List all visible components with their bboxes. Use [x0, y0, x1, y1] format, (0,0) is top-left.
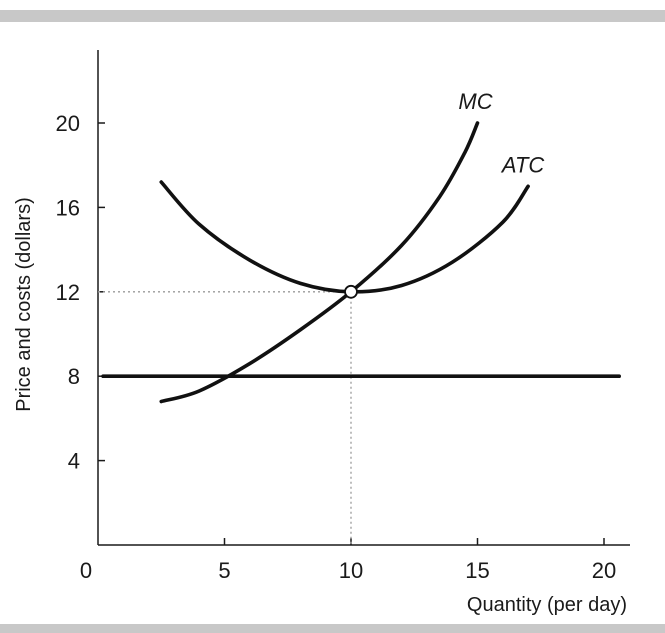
- x-tick-label: 20: [592, 558, 616, 583]
- x-tick-label: 5: [218, 558, 230, 583]
- y-tick-label: 4: [68, 449, 80, 474]
- x-tick-label: 0: [80, 558, 92, 583]
- dotted-guides: [98, 291, 352, 545]
- y-tick-label: 16: [56, 195, 80, 220]
- curve-labels: MC ATC: [458, 89, 544, 177]
- y-axis-title: Price and costs (dollars): [13, 197, 35, 412]
- x-axis-title: Quantity (per day): [467, 594, 627, 616]
- mc-label: MC: [458, 89, 492, 114]
- top-border-band: [0, 10, 665, 22]
- bottom-border-band: [0, 624, 665, 633]
- atc-label: ATC: [500, 152, 544, 177]
- curves: [101, 121, 621, 404]
- y-tick-label: 12: [56, 280, 80, 305]
- x-tick-label: 15: [465, 558, 489, 583]
- y-tick-label: 8: [68, 364, 80, 389]
- mc-curve: [159, 121, 480, 404]
- axes: [97, 50, 630, 546]
- atc-curve: [159, 180, 530, 294]
- intersection-point: [344, 284, 358, 299]
- tick-labels: 4 8 12 16 20 0 5 10 15 20: [56, 111, 617, 583]
- x-tick-label: 10: [339, 558, 363, 583]
- y-tick-label: 20: [56, 111, 80, 136]
